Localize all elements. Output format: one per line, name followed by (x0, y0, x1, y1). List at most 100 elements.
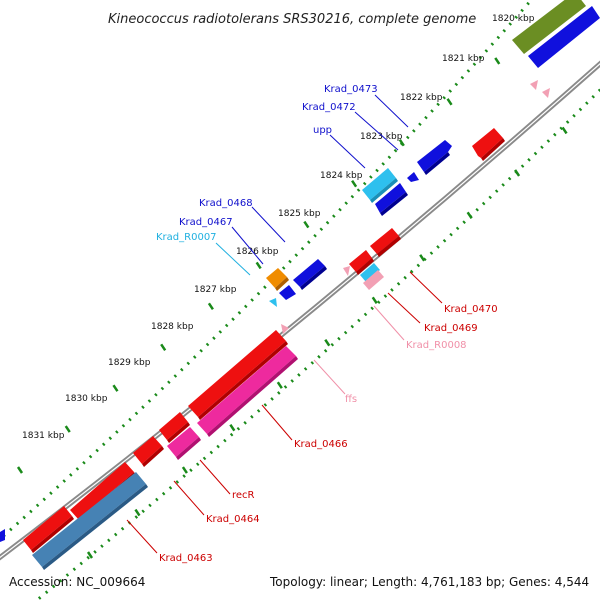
feature-upp[interactable] (362, 168, 396, 200)
shade-upp-partner (380, 192, 408, 216)
feature-Krad_0464-red[interactable] (133, 436, 162, 464)
shade-recR (167, 422, 190, 443)
feature-pink-marker-b[interactable] (542, 88, 550, 98)
feature-Krad_0472[interactable] (407, 172, 419, 182)
kbp-label-1831: 1831 kbp (22, 431, 65, 441)
shade-Krad_0468 (300, 266, 327, 290)
feature-Krad_0468[interactable] (293, 259, 325, 287)
feature-Krad_0467[interactable] (279, 285, 296, 300)
ruler-tick-1828 (160, 343, 167, 351)
gene-label-recR[interactable]: recR (232, 490, 255, 501)
shade-red-bottom-left (31, 516, 74, 553)
feature-blue-block-top[interactable] (528, 6, 600, 68)
leader-Krad_0467 (231, 226, 264, 265)
feature-Krad_0464[interactable] (167, 427, 199, 457)
kbp-label-1825: 1825 kbp (278, 209, 321, 219)
ruler-tick-1829 (112, 384, 119, 392)
feature-blue-left-edge[interactable] (0, 529, 5, 542)
leader-ffs (313, 359, 346, 395)
accession-text: Accession: NC_009664 (9, 575, 145, 589)
kbp-label-1823: 1823 kbp (360, 132, 403, 142)
leader-Krad_0473 (374, 94, 409, 128)
gene-label-Krad_0472[interactable]: Krad_0472 (302, 102, 356, 113)
leader-Krad_0469 (387, 292, 421, 324)
leader-Krad_0468 (251, 206, 286, 243)
gene-label-Krad_R0008[interactable]: Krad_R0008 (406, 340, 467, 351)
ruler-tick-1823 (398, 139, 405, 147)
feature-Krad_R0008[interactable] (363, 270, 384, 290)
ruler-tick-1830 (134, 508, 141, 517)
shade-Krad_0473 (424, 152, 450, 175)
ruler-tick-1826 (255, 261, 262, 270)
shade-Krad_0464-red (142, 446, 164, 467)
gene-label-Krad_R0007[interactable]: Krad_R0007 (156, 232, 217, 243)
map-title: Kineococcus radiotolerans SRS30216, comp… (108, 12, 476, 27)
ruler-tick-1828 (229, 423, 236, 432)
feature-pink-marker-a[interactable] (530, 80, 538, 90)
gene-label-ffs[interactable]: ffs (345, 394, 357, 405)
gene-label-Krad_0467[interactable]: Krad_0467 (179, 217, 233, 228)
feature-olive-block[interactable] (512, 0, 586, 54)
feature-Krad_0469[interactable] (349, 250, 372, 272)
ruler-tick-1831 (16, 466, 24, 474)
leader-recR (199, 459, 231, 495)
inner-major-ticks (86, 126, 568, 559)
gene-label-Krad_0466[interactable]: Krad_0466 (294, 439, 348, 450)
leader-Krad_0463 (126, 519, 158, 554)
ruler-tick-1827 (276, 381, 283, 389)
feature-Krad_0466[interactable] (197, 346, 296, 434)
feature-blue-upp-partner[interactable] (375, 183, 406, 213)
gene-label-Krad_0470[interactable]: Krad_0470 (444, 304, 498, 315)
ruler-tick-1829 (181, 466, 188, 474)
gene-label-Krad_0468[interactable]: Krad_0468 (199, 198, 253, 209)
feature-pink-small-mid[interactable] (343, 266, 350, 276)
feature-ffs[interactable] (281, 324, 289, 334)
ruler-tick-1824 (419, 254, 426, 262)
leader-Krad_R0008 (373, 305, 405, 341)
feature-red-top-right[interactable] (472, 128, 503, 158)
ruler-tick-1824 (351, 179, 358, 188)
ruler-tick-1821 (561, 126, 568, 135)
kbp-label-1826: 1826 kbp (236, 247, 279, 257)
gene-label-upp[interactable]: upp (313, 125, 332, 136)
feature-Krad_0463-steel[interactable] (32, 472, 146, 567)
gene-label-Krad_0464[interactable]: Krad_0464 (206, 514, 260, 525)
gene-label-Krad_0469[interactable]: Krad_0469 (424, 323, 478, 334)
kbp-label-1821: 1821 kbp (442, 54, 485, 64)
feature-Krad_R0008b[interactable] (360, 263, 380, 282)
kbp-label-1820: 1820 kbp (492, 14, 535, 24)
shade-Krad_0466 (207, 356, 298, 437)
leader-Krad_0464 (173, 480, 205, 516)
ruler-tick-1830 (64, 425, 71, 433)
feature-Krad_0473[interactable] (417, 140, 452, 172)
kbp-label-1828: 1828 kbp (151, 322, 194, 332)
leader-lines (126, 94, 443, 554)
ruler-tick-1827 (207, 302, 214, 311)
shade-Krad_0470 (377, 236, 401, 257)
inner-ruler-track (34, 87, 600, 600)
ruler-tick-1822 (446, 98, 453, 106)
ruler-tick-1822 (514, 169, 521, 177)
feature-Krad_R0007[interactable] (269, 298, 277, 307)
shade-orange (275, 277, 289, 291)
feature-Krad_0466-red[interactable] (188, 330, 286, 417)
outer-major-ticks (16, 16, 549, 474)
shade-red-top-right (481, 138, 505, 161)
feature-Krad_0463[interactable] (70, 462, 134, 520)
kbp-label-1827: 1827 kbp (194, 285, 237, 295)
feature-recR[interactable] (159, 412, 188, 440)
feature-orange[interactable] (266, 268, 287, 288)
leader-upp (329, 134, 366, 169)
ruler-tick-1831 (86, 551, 94, 559)
genome-backbone-inner (0, 63, 600, 559)
leader-Krad_0470 (409, 271, 443, 304)
ruler-tick-1823 (466, 211, 473, 220)
feature-red-bottom-left[interactable] (23, 506, 72, 550)
gene-label-Krad_0463[interactable]: Krad_0463 (159, 553, 213, 564)
feature-Krad_0470[interactable] (370, 228, 399, 254)
shade-Krad_0469 (356, 258, 374, 275)
gene-label-Krad_0473[interactable]: Krad_0473 (324, 84, 378, 95)
leader-Krad_0472 (354, 111, 399, 151)
topology-text: Topology: linear; Length: 4,761,183 bp; … (269, 575, 589, 589)
